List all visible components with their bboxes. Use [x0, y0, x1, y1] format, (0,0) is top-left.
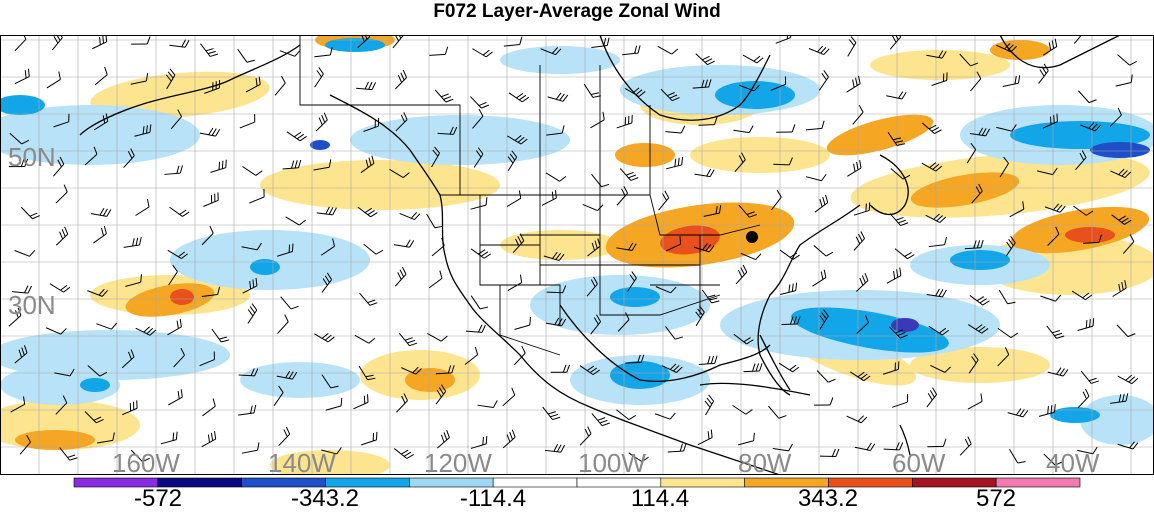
colorbar-label: -114.4	[460, 487, 526, 511]
colorbar-label: 572	[976, 487, 1016, 511]
wind-shading-patch	[1090, 142, 1150, 158]
wind-barb-feather	[103, 35, 104, 43]
wind-barb-feather	[1090, 319, 1091, 327]
wind-barb-feather	[226, 160, 227, 168]
wind-barb-feather	[222, 161, 223, 169]
wind-shading-patch	[690, 137, 830, 173]
wind-barb	[744, 371, 760, 372]
wind-shading-patch	[170, 289, 194, 305]
wind-barb-feather	[219, 162, 220, 170]
wind-barb	[773, 164, 789, 165]
colorbar-label: -572	[134, 487, 182, 511]
wind-barb	[781, 324, 797, 325]
wind-barb-feather	[680, 236, 681, 244]
wind-shading-patch	[950, 250, 1010, 270]
colorbar-label: 114.4	[631, 487, 689, 511]
wind-barb-feather	[1086, 320, 1087, 328]
wind-barb-feather	[530, 317, 531, 325]
wind-map	[0, 35, 1154, 475]
lon-label-120w: 120W	[424, 450, 492, 476]
lon-label-140w: 140W	[268, 450, 336, 476]
wind-barb	[547, 292, 563, 293]
lon-label-80w: 80W	[738, 450, 791, 476]
colorbar-label: 343.2	[798, 487, 858, 511]
wind-shading-patch	[891, 318, 919, 332]
wind-barb-feather	[483, 437, 484, 445]
wind-shading-patch	[405, 368, 455, 392]
wind-shading-patch	[1065, 227, 1115, 243]
wind-shading-patch	[1050, 407, 1100, 423]
lat-label-30n: 30N	[8, 292, 56, 318]
wind-barb-feather	[486, 436, 487, 444]
wind-barb	[625, 362, 641, 363]
lon-label-100w: 100W	[578, 450, 646, 476]
wind-barb	[698, 125, 714, 126]
wind-barb-feather	[100, 37, 101, 45]
lon-label-40w: 40W	[1046, 450, 1099, 476]
wind-shading-patch	[610, 361, 670, 389]
lat-label-50n: 50N	[8, 144, 56, 170]
wind-shading-patch	[240, 362, 360, 398]
lon-label-60w: 60W	[892, 450, 945, 476]
wind-shading-patch	[80, 378, 110, 392]
wind-barb-feather	[341, 398, 342, 406]
wind-shading-patch	[990, 40, 1050, 60]
location-marker	[746, 231, 758, 243]
wind-shading-patch	[610, 287, 660, 307]
wind-barb-feather	[1093, 318, 1094, 326]
lon-label-160w: 160W	[112, 450, 180, 476]
colorbar-label: -343.2	[291, 487, 359, 511]
wind-shading-patch	[250, 259, 280, 275]
wind-shading-patch	[310, 140, 330, 150]
map-title: F072 Layer-Average Zonal Wind	[0, 0, 1154, 24]
